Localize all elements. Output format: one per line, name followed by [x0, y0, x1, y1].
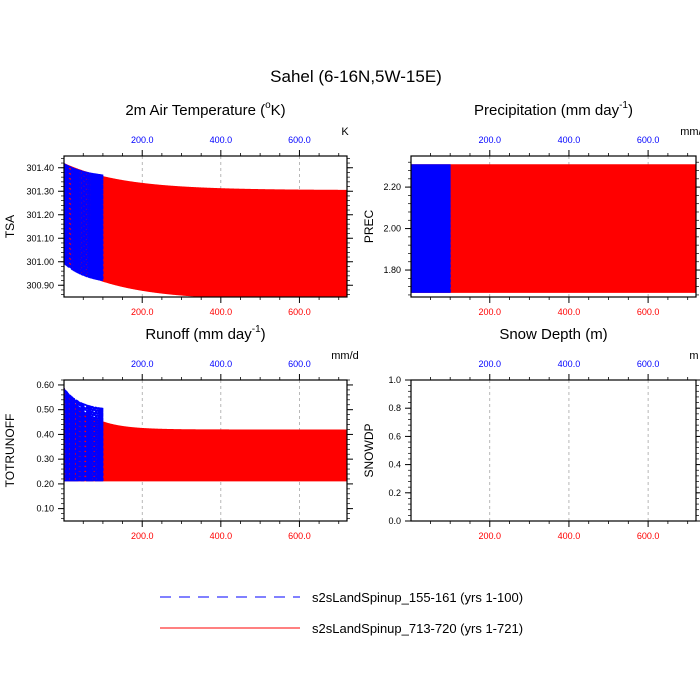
series-line-a	[411, 164, 451, 293]
x-tick-label-bottom: 400.0	[558, 307, 581, 317]
y-tick-label: 0.40	[36, 429, 54, 439]
panels: 2m Air Temperature (oK) K 200.0 200.0 400.0 4…	[3, 100, 700, 541]
y-tick-label: 301.30	[26, 186, 54, 196]
panel-title: Snow Depth (m)	[499, 326, 607, 343]
panel-title: 2m Air Temperature (oK)	[125, 100, 285, 119]
x-tick-label-top: 400.0	[558, 359, 581, 369]
x-tick-label-bottom: 600.0	[288, 307, 311, 317]
x-tick-label-top: 400.0	[558, 135, 581, 145]
y-axis-label: SNOWDP	[362, 424, 376, 478]
y-tick-label: 301.40	[26, 163, 54, 173]
panel-tsa: 2m Air Temperature (oK) K 200.0 200.0 400.0 4…	[3, 100, 353, 317]
units-label: mm/d	[680, 126, 700, 138]
units-label: m	[689, 350, 698, 362]
y-tick-label: 1.0	[388, 375, 401, 385]
series-line-b	[411, 164, 696, 293]
x-tick-label-top: 400.0	[210, 135, 233, 145]
y-tick-label: 301.10	[26, 233, 54, 243]
x-tick-label-bottom: 400.0	[210, 531, 233, 541]
x-tick-label-bottom: 200.0	[479, 307, 502, 317]
series-group	[411, 164, 696, 293]
panel-title-part: K)	[271, 102, 286, 119]
x-tick-label-bottom: 200.0	[479, 531, 502, 541]
panel-prec: Precipitation (mm day-1) mm/d 200.0 200.0 40…	[362, 100, 700, 317]
panel-title-part: Precipitation (mm day	[474, 102, 620, 119]
legend: s2sLandSpinup_155-161 (yrs 1-100) s2sLand…	[160, 590, 523, 636]
series-group	[64, 163, 347, 297]
y-tick-label: 0.2	[388, 488, 401, 498]
x-tick-label-top: 600.0	[637, 135, 660, 145]
legend-label: s2sLandSpinup_155-161 (yrs 1-100)	[312, 590, 523, 605]
y-tick-label: 2.00	[383, 224, 401, 234]
y-tick-label: 0.20	[36, 479, 54, 489]
x-tick-label-top: 600.0	[288, 135, 311, 145]
panel-title-part: Runoff (mm day	[145, 326, 252, 343]
x-tick-label-bottom: 600.0	[288, 531, 311, 541]
y-tick-label: 0.6	[388, 431, 401, 441]
units-label: K	[341, 126, 349, 138]
y-tick-label: 0.60	[36, 380, 54, 390]
panel-title-sup: -1	[252, 324, 261, 335]
x-tick-label-top: 600.0	[288, 359, 311, 369]
y-axis-label: TSA	[3, 215, 17, 238]
series-line-a	[64, 163, 104, 282]
y-tick-label: 0.0	[388, 516, 401, 526]
y-tick-label: 300.90	[26, 280, 54, 290]
x-tick-label-top: 600.0	[637, 359, 660, 369]
plot-frame	[63, 379, 348, 522]
panel-title-sup: -1	[619, 100, 628, 111]
x-tick-label-top: 200.0	[479, 135, 502, 145]
x-tick-label-top: 200.0	[479, 359, 502, 369]
x-tick-label-top: 200.0	[131, 135, 154, 145]
y-axis-label: TOTRUNOFF	[3, 414, 17, 488]
units-label: mm/d	[331, 350, 359, 362]
y-tick-label: 0.8	[388, 403, 401, 413]
x-tick-label-bottom: 400.0	[558, 531, 581, 541]
series-line-b	[64, 387, 347, 482]
x-tick-label-bottom: 600.0	[637, 307, 660, 317]
y-tick-label: 301.20	[26, 210, 54, 220]
plot-frame	[63, 155, 348, 298]
figure-title: Sahel (6-16N,5W-15E)	[270, 67, 442, 86]
plot-frame	[410, 379, 697, 522]
legend-label: s2sLandSpinup_713-720 (yrs 1-721)	[312, 621, 523, 636]
y-tick-label: 2.20	[383, 182, 401, 192]
series-group	[64, 387, 347, 482]
x-tick-label-top: 200.0	[131, 359, 154, 369]
panel-title-part: 2m Air Temperature (	[125, 102, 265, 119]
y-axis-label: PREC	[362, 209, 376, 243]
x-tick-label-bottom: 200.0	[131, 531, 154, 541]
y-tick-label: 0.30	[36, 454, 54, 464]
y-tick-label: 301.00	[26, 257, 54, 267]
panel-title-part: )	[628, 102, 633, 119]
y-tick-label: 0.10	[36, 504, 54, 514]
x-tick-label-bottom: 400.0	[210, 307, 233, 317]
panel-runoff: Runoff (mm day-1) mm/d 200.0 200.0 400.0 400.…	[3, 324, 359, 541]
x-tick-label-bottom: 200.0	[131, 307, 154, 317]
y-tick-label: 1.80	[383, 265, 401, 275]
plot-frame	[410, 155, 697, 298]
series-line-a	[64, 387, 104, 482]
panel-title: Precipitation (mm day-1)	[474, 100, 633, 119]
x-tick-label-top: 400.0	[210, 359, 233, 369]
panel-title-sup: o	[265, 100, 271, 111]
panel-snowdp: Snow Depth (m) m 200.0 200.0 400.0 400.0 600.0…	[362, 326, 700, 541]
panel-title: Runoff (mm day-1)	[145, 324, 265, 343]
series-line-b	[64, 163, 347, 297]
y-tick-label: 0.4	[388, 460, 401, 470]
y-tick-label: 0.50	[36, 405, 54, 415]
panel-title-part: )	[261, 326, 266, 343]
x-tick-label-bottom: 600.0	[637, 531, 660, 541]
